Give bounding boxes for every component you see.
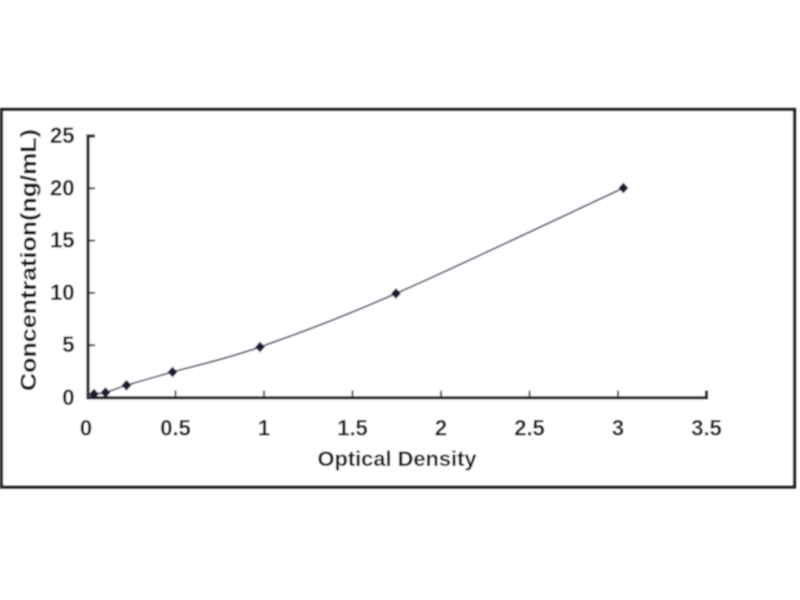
svg-text:Optical Density: Optical Density — [318, 448, 477, 471]
svg-text:1.5: 1.5 — [337, 416, 368, 441]
svg-text:3: 3 — [612, 416, 624, 441]
svg-text:10: 10 — [50, 280, 74, 305]
svg-text:1: 1 — [258, 416, 270, 441]
svg-text:0: 0 — [80, 416, 92, 441]
svg-text:20: 20 — [50, 175, 74, 200]
svg-text:25: 25 — [50, 123, 74, 148]
svg-text:Concentration(ng/mL): Concentration(ng/mL) — [16, 129, 41, 391]
svg-text:2: 2 — [435, 416, 447, 441]
svg-text:0: 0 — [62, 385, 74, 410]
svg-text:15: 15 — [50, 228, 74, 253]
svg-text:0.5: 0.5 — [160, 416, 191, 441]
svg-text:5: 5 — [62, 332, 74, 357]
svg-text:3.5: 3.5 — [691, 416, 722, 441]
svg-text:2.5: 2.5 — [514, 416, 545, 441]
